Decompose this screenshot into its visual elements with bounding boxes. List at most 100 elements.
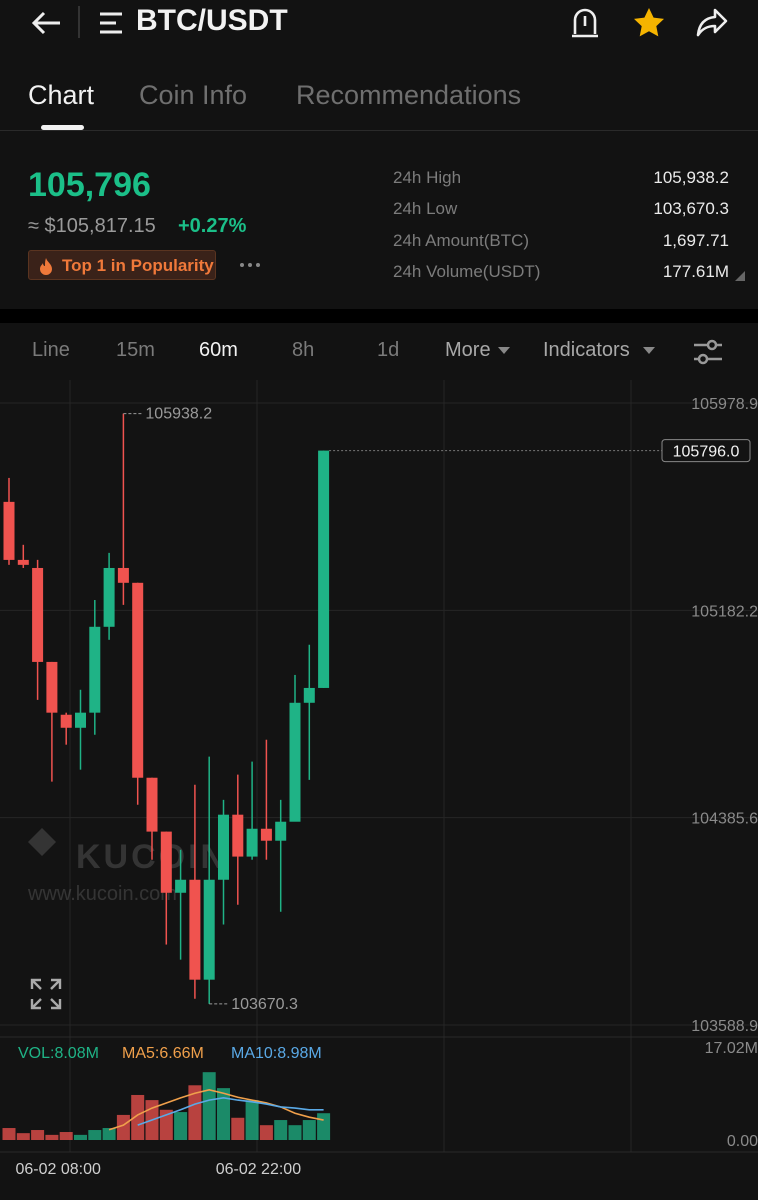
tab[interactable]: Recommendations <box>296 80 522 110</box>
volume-bar <box>245 1100 259 1140</box>
volume-bar <box>159 1109 173 1140</box>
volume-bar <box>74 1134 87 1140</box>
candle-body <box>175 879 187 893</box>
volume-bar <box>302 1120 316 1140</box>
usd-price: ≈ $105,817.15 <box>28 215 156 237</box>
high-marker: 105938.2 <box>145 406 212 423</box>
candle-body <box>103 567 115 627</box>
candle-body <box>132 582 144 778</box>
candle-body <box>189 879 201 980</box>
indicators-menu[interactable]: Indicators <box>543 339 630 361</box>
menu-icon[interactable] <box>98 10 124 36</box>
volume-bar <box>288 1125 302 1140</box>
candle-body <box>75 712 86 728</box>
back-button[interactable] <box>28 8 64 38</box>
volume-bar <box>88 1130 102 1140</box>
popularity-badge[interactable]: Top 1 in Popularity <box>28 250 216 280</box>
volume-bar <box>45 1134 59 1140</box>
interval[interactable]: 8h <box>292 339 315 361</box>
fire-icon <box>40 258 52 275</box>
favorite-icon[interactable] <box>632 6 666 38</box>
ma-legend: MA10:8.98M <box>231 1045 322 1062</box>
ma-line <box>108 1089 324 1131</box>
last-price-label: 105796.0 <box>673 444 740 461</box>
volume-bar <box>202 1072 216 1140</box>
volume-bar <box>231 1117 245 1140</box>
candle-body <box>318 450 330 688</box>
volume-bar <box>217 1088 230 1140</box>
stat-value: 1,697.71 <box>662 231 729 250</box>
candle-body <box>46 661 58 713</box>
candle-body <box>32 567 44 662</box>
interval[interactable]: Line <box>32 339 70 361</box>
share-icon[interactable] <box>695 6 729 38</box>
candle-body <box>3 501 15 560</box>
volume-bar <box>102 1128 116 1140</box>
interval-menu[interactable]: More <box>445 339 491 361</box>
volume-bar <box>116 1114 130 1140</box>
stat-label: 24h High <box>393 168 462 187</box>
candle-body <box>246 828 258 857</box>
candle-body <box>203 879 215 980</box>
ma-line <box>137 1097 324 1126</box>
watermark-logo <box>28 828 56 856</box>
volume-bar <box>59 1132 73 1140</box>
interval[interactable]: 1d <box>377 339 400 361</box>
watermark-brand: KUCOIN <box>76 838 228 876</box>
volume-bar <box>174 1112 188 1140</box>
candle-body <box>303 687 315 703</box>
badge-text: Top 1 in Popularity <box>62 256 214 275</box>
y-tick-label: 103588.9 <box>691 1018 758 1035</box>
vol-tick-label: 17.02M <box>705 1040 758 1057</box>
stat-label: 24h Volume(USDT) <box>393 262 541 281</box>
chart: KUCOIN www.kucoin.com 105978.9 105182.2 10… <box>0 380 758 1180</box>
candle-body <box>17 559 29 565</box>
volume-bar <box>274 1120 288 1140</box>
volume-bar <box>131 1094 145 1140</box>
candle-body <box>260 828 272 841</box>
separator <box>78 6 80 38</box>
tab[interactable]: Chart <box>28 80 95 110</box>
watermark-url: www.kucoin.com <box>27 883 177 905</box>
candle-body <box>89 626 101 713</box>
stat-value: 103,670.3 <box>653 199 729 218</box>
x-tick-label: 06-02 08:00 <box>15 1161 101 1178</box>
pair-title: BTC/USDT <box>136 4 288 37</box>
more-dots[interactable] <box>238 258 262 272</box>
fullscreen-icon[interactable] <box>30 978 62 1010</box>
x-tick-label: 06-02 22:00 <box>216 1161 302 1178</box>
tab[interactable]: Coin Info <box>139 80 248 110</box>
interval[interactable]: 15m <box>116 339 155 361</box>
candle-body <box>289 702 301 822</box>
v-grid <box>69 380 632 1152</box>
candle-body <box>117 567 129 583</box>
volume-bar <box>259 1125 273 1140</box>
alert-icon[interactable] <box>570 6 600 40</box>
ma-legend: MA5:6.66M <box>122 1045 204 1062</box>
volume-bar <box>2 1128 16 1140</box>
candle-body <box>146 777 158 832</box>
last-price: 105,796 <box>28 166 151 204</box>
candle-body <box>218 814 229 880</box>
caret <box>643 347 655 354</box>
y-tick-label: 104385.6 <box>691 811 758 828</box>
caret <box>498 347 510 354</box>
tab-indicator <box>41 125 84 130</box>
corner-mark <box>735 271 745 281</box>
volume-bar <box>31 1130 45 1140</box>
stat-label: 24h Amount(BTC) <box>393 231 530 250</box>
y-tick-label: 105182.2 <box>691 603 758 620</box>
watermark: KUCOIN www.kucoin.com <box>27 828 228 905</box>
low-marker: 103670.3 <box>231 996 298 1013</box>
candle-body <box>60 714 72 728</box>
interval[interactable]: 60m <box>199 339 238 361</box>
volume-bar <box>188 1085 202 1140</box>
candle-body <box>160 831 172 893</box>
vol-tick-label: 0.00 <box>727 1133 758 1150</box>
y-tick-label: 105978.9 <box>691 396 758 413</box>
header: BTC/USDT <box>0 0 758 60</box>
chart-bg <box>0 380 758 1180</box>
volume-bar <box>317 1113 331 1140</box>
settings-icon[interactable] <box>692 338 724 366</box>
